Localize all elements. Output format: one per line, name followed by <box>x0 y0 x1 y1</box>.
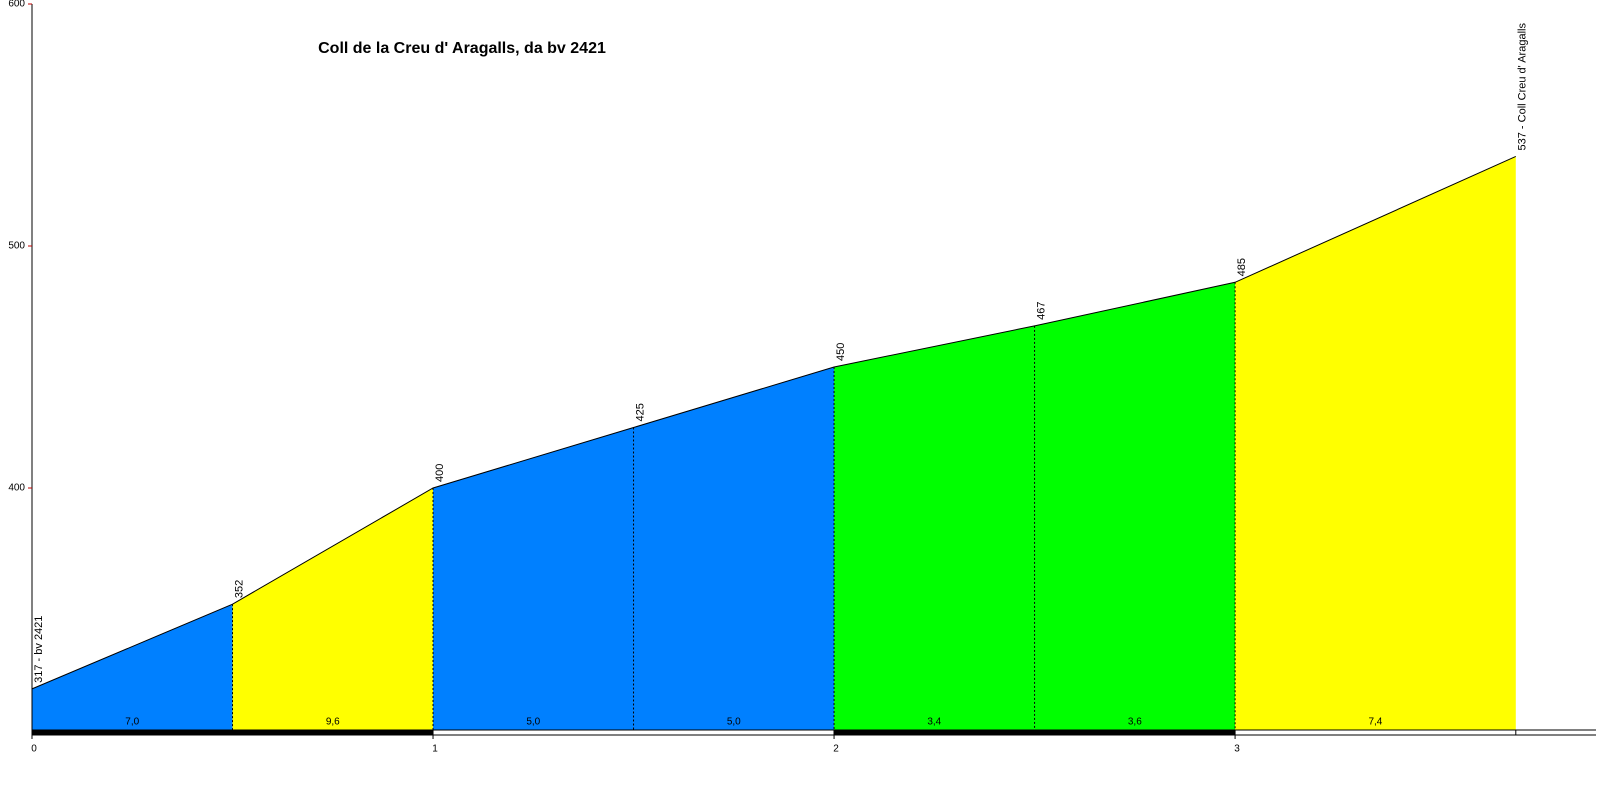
elevation-label: 425 <box>634 403 646 421</box>
x-tick-label: 2 <box>833 744 839 755</box>
gradient-label: 7,0 <box>125 717 139 728</box>
elevation-label: 467 <box>1035 302 1047 320</box>
gradient-segment <box>834 325 1035 730</box>
gradient-segment <box>433 427 634 730</box>
y-tick-label: 400 <box>8 483 25 494</box>
gradient-label: 9,6 <box>326 717 340 728</box>
x-tick-label: 0 <box>31 744 37 755</box>
elevation-label: 317 - bv 2421 <box>33 616 45 683</box>
km-bar <box>833 729 1236 736</box>
gradient-label: 3,6 <box>1128 717 1142 728</box>
y-tick-label: 600 <box>8 0 25 10</box>
km-bar <box>31 729 434 736</box>
chart-title: Coll de la Creu d' Aragalls, da bv 2421 <box>318 40 606 57</box>
elevation-label: 537 - Coll Creu d' Aragalls <box>1517 23 1529 151</box>
gradient-label: 5,0 <box>727 717 741 728</box>
gradient-segment <box>32 604 233 730</box>
elevation-label: 450 <box>835 343 847 361</box>
elevation-label: 400 <box>434 464 446 482</box>
elevation-label: 485 <box>1236 258 1248 276</box>
gradient-label: 3,4 <box>927 717 941 728</box>
km-bar <box>432 729 835 736</box>
y-tick-label: 500 <box>8 241 25 252</box>
gradient-label: 7,4 <box>1368 717 1382 728</box>
gradient-segment <box>633 367 835 730</box>
gradient-segment <box>232 488 434 730</box>
x-tick-label: 3 <box>1234 744 1240 755</box>
km-bar <box>1234 729 1517 736</box>
profile-line <box>31 156 1516 690</box>
gradient-segment <box>1235 156 1516 730</box>
gradient-label: 5,0 <box>526 717 540 728</box>
x-tick-label: 1 <box>432 744 438 755</box>
gradient-segment <box>1034 282 1236 730</box>
elevation-label: 352 <box>233 580 245 598</box>
